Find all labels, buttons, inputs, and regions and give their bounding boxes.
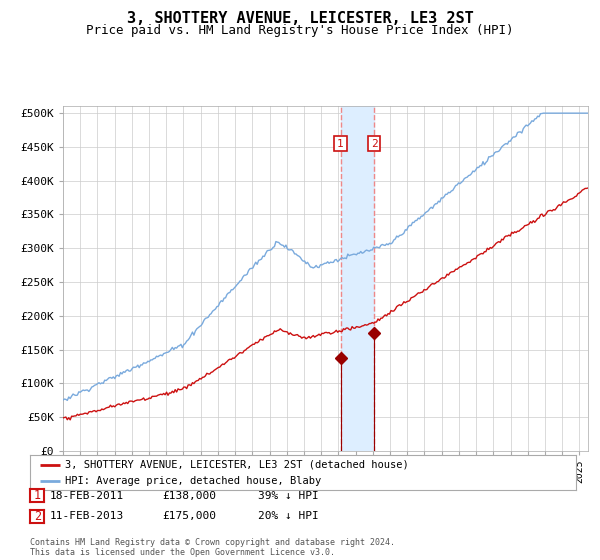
Text: 1: 1	[34, 489, 41, 502]
Text: 1: 1	[337, 138, 344, 148]
Text: 2: 2	[371, 138, 377, 148]
Text: 2: 2	[34, 510, 41, 523]
Text: £175,000: £175,000	[162, 511, 216, 521]
Text: 3, SHOTTERY AVENUE, LEICESTER, LE3 2ST: 3, SHOTTERY AVENUE, LEICESTER, LE3 2ST	[127, 11, 473, 26]
Text: 18-FEB-2011: 18-FEB-2011	[50, 491, 124, 501]
Text: Price paid vs. HM Land Registry's House Price Index (HPI): Price paid vs. HM Land Registry's House …	[86, 24, 514, 36]
Text: £138,000: £138,000	[162, 491, 216, 501]
Text: 11-FEB-2013: 11-FEB-2013	[50, 511, 124, 521]
Text: 3, SHOTTERY AVENUE, LEICESTER, LE3 2ST (detached house): 3, SHOTTERY AVENUE, LEICESTER, LE3 2ST (…	[65, 460, 409, 470]
Text: 20% ↓ HPI: 20% ↓ HPI	[258, 511, 319, 521]
Text: 39% ↓ HPI: 39% ↓ HPI	[258, 491, 319, 501]
Text: HPI: Average price, detached house, Blaby: HPI: Average price, detached house, Blab…	[65, 476, 322, 486]
Bar	[341, 106, 374, 451]
Text: Contains HM Land Registry data © Crown copyright and database right 2024.
This d: Contains HM Land Registry data © Crown c…	[30, 538, 395, 557]
